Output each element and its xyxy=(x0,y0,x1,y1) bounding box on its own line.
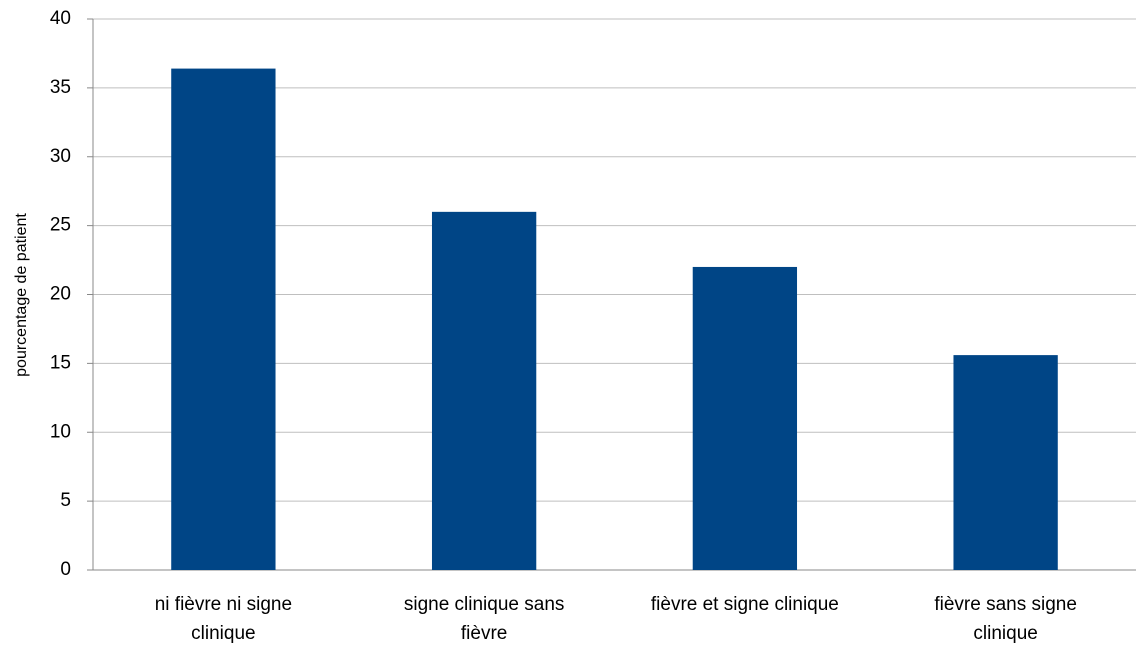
y-tick-label: 25 xyxy=(50,215,71,236)
y-tick-label: 35 xyxy=(50,77,71,98)
y-tick-label: 30 xyxy=(50,146,71,167)
bar xyxy=(171,68,276,570)
y-tick-label: 5 xyxy=(60,490,71,511)
y-tick-label: 15 xyxy=(50,352,71,373)
y-tick-label: 10 xyxy=(50,421,71,442)
y-tick-label: 40 xyxy=(50,8,71,29)
bar xyxy=(431,211,537,570)
x-tick-label: ni fièvre ni signe clinique xyxy=(154,594,293,644)
bar xyxy=(953,355,1058,570)
y-tick-label: 0 xyxy=(60,559,71,580)
y-axis-label: pourcentage de patient xyxy=(13,213,30,377)
x-tick-label: signe clinique sans fièvre xyxy=(403,594,565,644)
bar xyxy=(692,266,798,570)
x-tick-label: fièvre sans signe clinique xyxy=(934,594,1077,644)
y-tick-label: 20 xyxy=(50,284,71,305)
x-tick-label: fièvre et signe clinique xyxy=(650,594,839,615)
